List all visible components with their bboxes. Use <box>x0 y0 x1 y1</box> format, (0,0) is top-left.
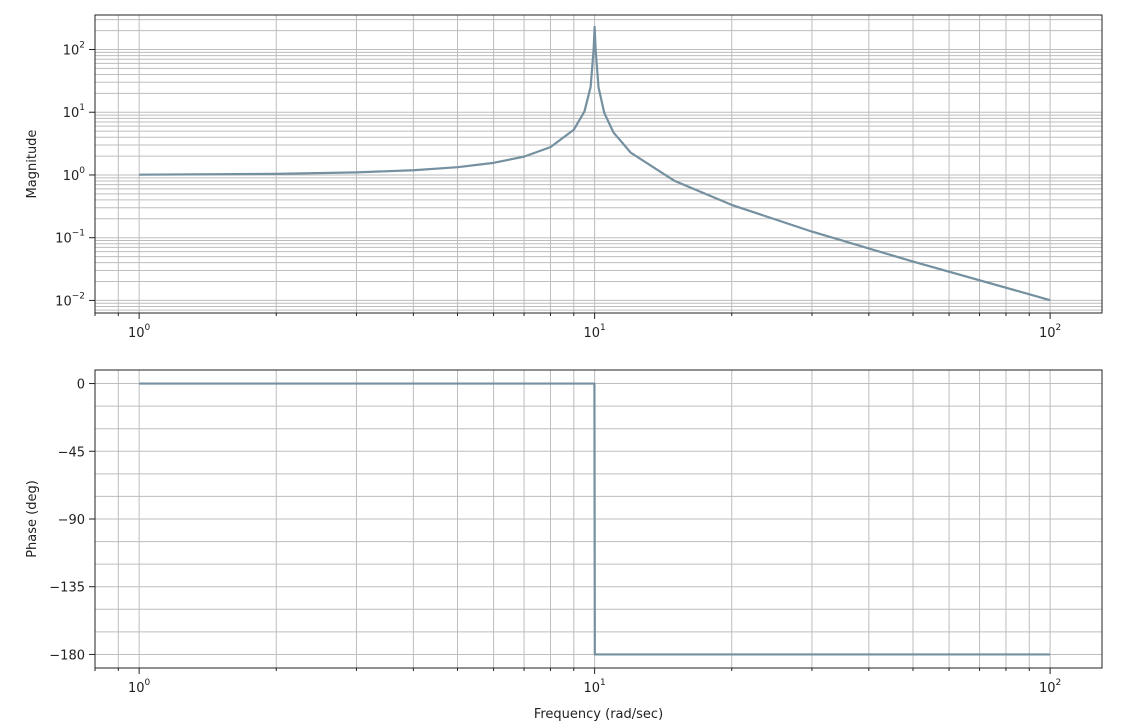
phase-y-tick-label: −45 <box>58 445 85 460</box>
phase-series-line <box>139 382 1051 656</box>
phase-x-axis-label: Frequency (rad/sec) <box>534 707 663 722</box>
phase-axes: 100 101 102 0 −45 −90 −135 −180 Phase (deg) Frequ… <box>25 369 1103 722</box>
mag-y-axis-label: Magnitude <box>25 130 40 199</box>
mag-series-line <box>139 25 1051 302</box>
mag-y-tick-label: 10−2 <box>55 291 85 309</box>
phase-y-tick-label: −180 <box>49 648 85 663</box>
mag-plot-frame <box>94 14 1103 314</box>
mag-grid <box>94 15 1102 313</box>
phase-x-tick-label: 101 <box>583 678 605 696</box>
phase-y-tick-label: −135 <box>49 581 85 596</box>
phase-y-tick-label: −90 <box>58 513 85 528</box>
mag-x-tick-label: 100 <box>128 323 151 341</box>
mag-y-tick-label: 10−1 <box>55 229 85 247</box>
mag-y-tick-label: 100 <box>63 166 86 184</box>
mag-y-tick-label: 102 <box>63 41 85 59</box>
phase-x-tick-label: 100 <box>128 678 151 696</box>
phase-x-tick-label: 102 <box>1039 678 1061 696</box>
phase-y-axis-label: Phase (deg) <box>25 480 40 558</box>
mag-x-tick-label: 102 <box>1039 323 1061 341</box>
mag-y-tick-label: 101 <box>63 103 85 121</box>
phase-grid <box>94 370 1102 668</box>
mag-x-tick-label: 101 <box>583 323 605 341</box>
phase-y-tick-label: 0 <box>77 378 85 393</box>
magnitude-axes: 100 101 102 10−2 10−1 100 101 102 Magnitude <box>25 14 1103 341</box>
